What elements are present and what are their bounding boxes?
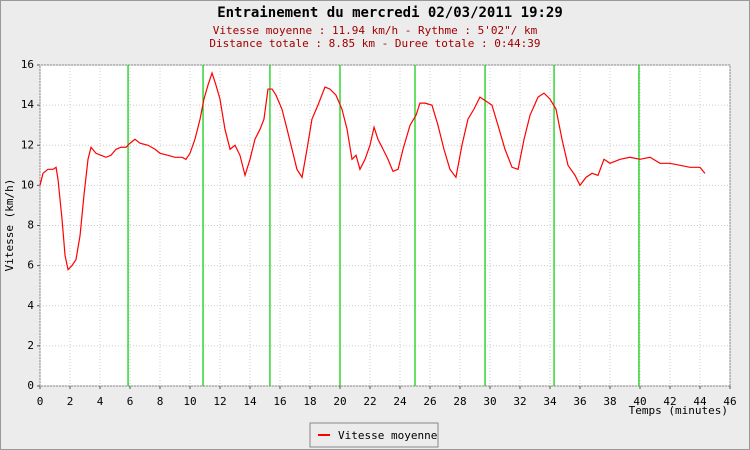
subtitle: Distance totale : 8.85 km - Duree totale…	[209, 37, 540, 50]
x-tick-label: 18	[303, 395, 316, 408]
x-tick-label: 42	[663, 395, 676, 408]
x-tick-label: 30	[483, 395, 496, 408]
y-axis-label: Vitesse (km/h)	[3, 179, 16, 272]
y-tick-label: 0	[27, 379, 34, 392]
legend-box	[309, 422, 439, 448]
y-tick-label: 6	[27, 259, 34, 272]
x-tick-label: 36	[573, 395, 586, 408]
data-line	[39, 71, 706, 271]
x-tick-label: 44	[693, 395, 707, 408]
x-tick-label: 46	[723, 395, 736, 408]
x-tick-label: 10	[183, 395, 196, 408]
x-tick-label: 32	[513, 395, 526, 408]
x-tick-label: 16	[273, 395, 286, 408]
x-tick-label: 20	[333, 395, 346, 408]
x-tick-label: 6	[127, 395, 134, 408]
chart-title: Entrainement du mercredi 02/03/2011 19:2…	[217, 5, 563, 21]
y-tick-label: 2	[27, 339, 34, 352]
y-tick-label: 8	[27, 219, 34, 232]
y-tick-label: 16	[21, 58, 34, 71]
legend: Vitesse moyenne	[309, 422, 439, 448]
x-tick-label: 12	[213, 395, 226, 408]
x-tick-label: 38	[603, 395, 616, 408]
x-tick-label: 28	[453, 395, 466, 408]
x-tick-label: 14	[243, 395, 257, 408]
x-axis-label: Temps (minutes)	[629, 404, 728, 417]
x-tick-label: 34	[543, 395, 557, 408]
x-tick-label: 24	[393, 395, 407, 408]
x-tick-label: 8	[157, 395, 164, 408]
x-tick-label: 2	[67, 395, 74, 408]
y-tick-label: 12	[21, 138, 34, 151]
y-tick-label: 4	[27, 299, 34, 312]
y-tick-label: 14	[21, 98, 35, 111]
x-tick-label: 4	[97, 395, 104, 408]
legend-label: Vitesse moyenne	[338, 429, 437, 442]
x-tick-label: 22	[363, 395, 376, 408]
subtitle: Vitesse moyenne : 11.94 km/h - Rythme : …	[213, 24, 538, 37]
x-tick-label: 40	[633, 395, 646, 408]
x-tick-label: 26	[423, 395, 436, 408]
x-tick-label: 0	[37, 395, 44, 408]
y-tick-label: 10	[21, 178, 34, 191]
